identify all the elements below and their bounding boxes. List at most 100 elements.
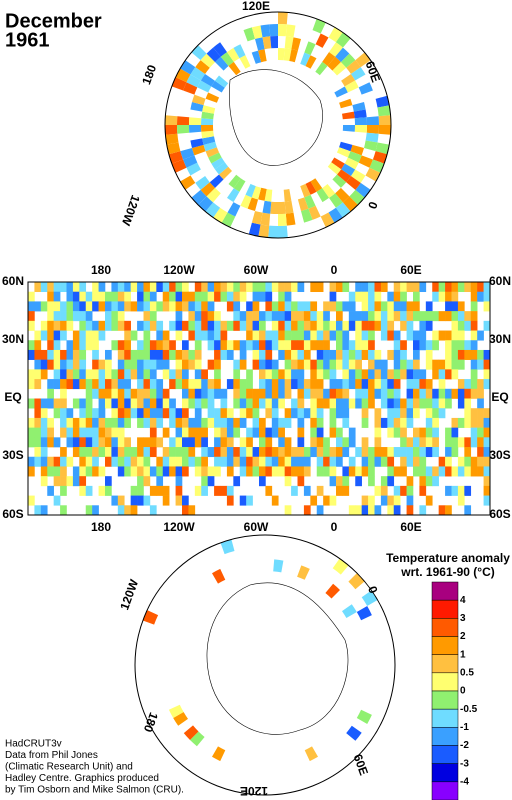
legend-swatch [431,672,459,692]
grid-cell [182,505,189,516]
grid-cell [355,349,362,360]
grid-cell [470,340,478,351]
grid-cell [40,282,48,293]
grid-cell [438,466,446,477]
grid-cell [28,369,35,380]
grid-cell [457,456,465,467]
polar-cell [247,197,259,211]
grid-cell [425,388,433,399]
polar-cell [291,37,301,51]
polar-cell [322,184,336,198]
grid-cell [271,388,279,399]
grid-cell [291,408,298,419]
grid-cell [457,349,465,360]
grid-cell [162,291,170,302]
grid-cell [188,398,196,409]
grid-cell [278,330,285,341]
grid-cell [149,408,157,419]
grid-cell [175,359,183,370]
grid-cell [374,379,382,390]
grid-cell [79,282,87,293]
grid-cell [438,388,446,399]
grid-cell [66,417,74,428]
grid-cell [207,388,215,399]
grid-cell [348,437,356,448]
grid-cell [105,456,112,467]
grid-cell [85,311,93,322]
grid-cell [60,349,67,360]
grid-cell [380,359,388,370]
grid-cell [278,282,285,293]
grid-cell [239,311,247,322]
polar-cell [339,141,353,152]
grid-cell [233,476,241,487]
grid-cell [252,349,260,360]
polar-cell [325,583,340,599]
polar-cell [273,559,284,573]
grid-cell [201,282,208,293]
polar-cell [304,194,316,209]
grid-cell [169,437,176,448]
grid-cell [98,379,106,390]
grid-cell [368,311,375,322]
grid-cell [47,320,54,331]
grid-cell [92,505,99,516]
polar-cell [331,157,345,170]
grid-cell [310,427,318,438]
axis-label: 60W [244,263,269,277]
polar-cell [355,182,371,198]
grid-cell [201,330,208,341]
grid-cell [105,417,112,428]
grid-cell [143,417,151,428]
polar-cell [366,116,379,125]
grid-cell [329,476,337,487]
grid-cell [400,485,407,496]
axis-label: 0 [331,520,338,534]
grid-cell [34,456,42,467]
grid-cell [445,311,452,322]
grid-cell [432,311,439,322]
grid-cell [79,291,87,302]
polar-cell [165,133,179,145]
grid-cell [387,349,395,360]
grid-cell [182,369,189,380]
grid-cell [380,447,388,458]
grid-cell [380,495,388,506]
grid-cell [252,340,260,351]
grid-cell [393,330,401,341]
polar-cell [175,68,191,83]
polar-cell [200,74,215,87]
grid-cell [457,437,465,448]
grid-cell [316,456,324,467]
grid-cell [464,340,472,351]
grid-cell [47,398,54,409]
grid-cell [239,320,247,331]
polar-cell [268,225,278,239]
grid-cell [336,330,343,341]
grid-cell [130,349,138,360]
grid-cell [98,447,106,458]
grid-cell [406,301,414,312]
grid-cell [226,485,234,496]
grid-cell [419,505,427,516]
grid-cell [53,330,61,341]
polar-cell [206,47,221,63]
polar-cell [215,56,229,71]
grid-cell [348,340,356,351]
grid-cell [72,476,80,487]
grid-cell [117,505,125,516]
grid-cell [303,466,311,477]
grid-cell [400,447,407,458]
axis-label: 60E [351,752,371,777]
grid-cell [85,417,93,428]
grid-cell [387,291,395,302]
grid-cell [406,476,414,487]
grid-cell [156,456,164,467]
grid-cell [336,408,343,419]
grid-cell [214,466,221,477]
grid-cell [47,349,54,360]
grid-cell [207,311,215,322]
grid-cell [355,398,362,409]
legend-title: wrt. 1961-90 (°C) [400,565,495,579]
grid-cell [483,427,491,438]
